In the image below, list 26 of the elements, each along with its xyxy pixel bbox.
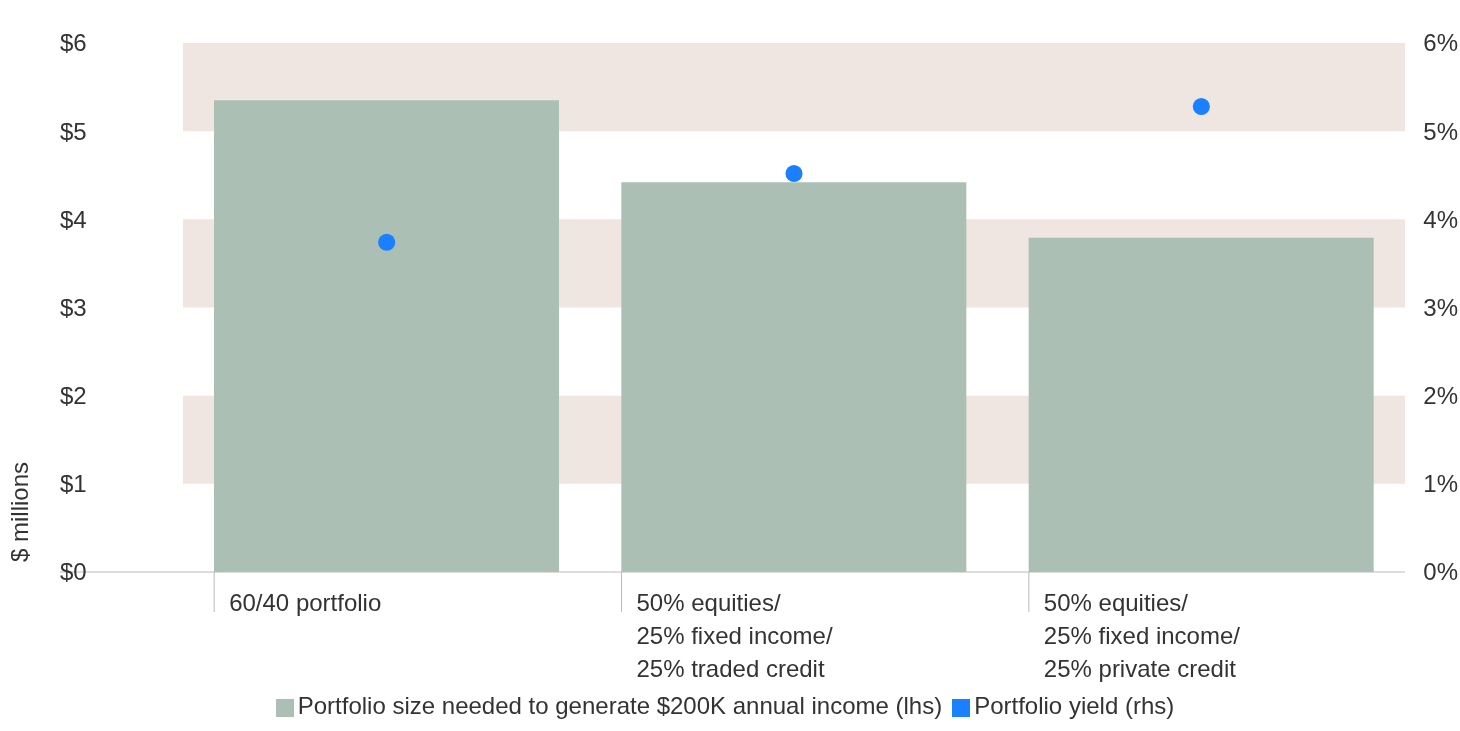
- y-tick-label: $0: [60, 558, 87, 586]
- y-tick-label: $4: [60, 205, 87, 233]
- y-tick-label: $3: [60, 293, 87, 321]
- y2-tick-label: 5%: [1423, 117, 1458, 145]
- y2-tick-label: 1%: [1423, 470, 1458, 498]
- point: [1192, 97, 1210, 116]
- y-tick-label: $1: [60, 470, 87, 498]
- bar: [1028, 237, 1374, 572]
- point: [378, 233, 396, 251]
- y-axis-title: $ millions: [6, 461, 34, 563]
- x-tick-label: 50% equities/ 25% fixed income/ 25% private credit: [1043, 589, 1241, 682]
- y-tick-label: $5: [60, 117, 87, 145]
- y-tick-label: $6: [60, 29, 87, 57]
- y2-tick-label: 3%: [1423, 293, 1458, 321]
- y2-tick-label: 0%: [1423, 558, 1458, 586]
- bar: [214, 100, 559, 572]
- legend-label: Portfolio size needed to generate $200K annual income (lhs): [297, 692, 943, 719]
- y2-tick-label: 2%: [1423, 382, 1458, 410]
- y2-tick-label: 4%: [1423, 205, 1458, 233]
- y2-tick-label: 6%: [1423, 29, 1458, 57]
- legend-label: Portfolio yield (rhs): [974, 692, 1175, 719]
- point: [785, 164, 803, 183]
- x-tick-label: 60/40 portfolio: [229, 589, 382, 616]
- y-tick-label: $2: [60, 382, 87, 410]
- x-tick-label: 50% equities/ 25% fixed income/ 25% traded credit: [636, 589, 833, 682]
- bar: [621, 182, 967, 572]
